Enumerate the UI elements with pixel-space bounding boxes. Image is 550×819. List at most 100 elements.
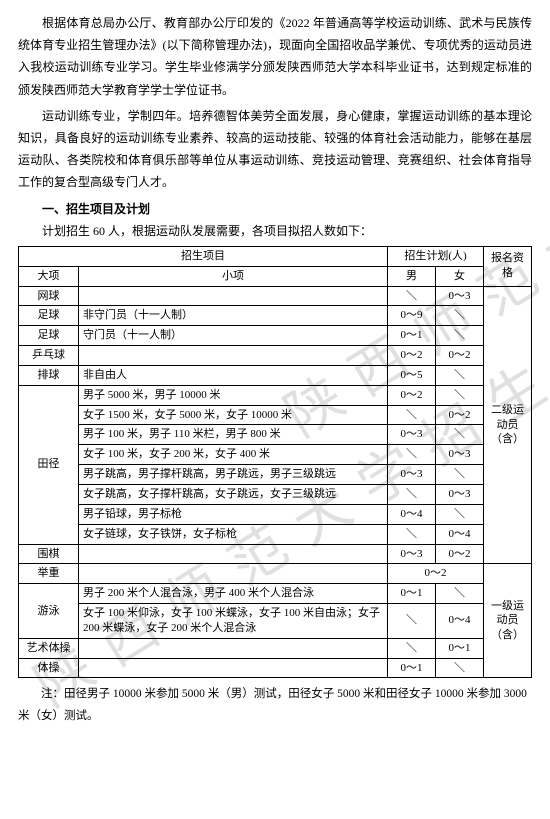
- cell-major: 网球: [19, 286, 79, 306]
- cell-minor: 非自由人: [79, 365, 388, 385]
- table-row: 游泳男子 200 米个人混合泳，男子 400 米个人混合泳0～1＼: [19, 584, 532, 604]
- cell-female: 0～3: [435, 485, 483, 505]
- table-row: 足球非守门员（十一人制）0～9＼: [19, 306, 532, 326]
- cell-male: ＼: [387, 604, 435, 639]
- cell-minor: [79, 658, 388, 678]
- cell-major: 游泳: [19, 584, 79, 639]
- cell-female: 0～4: [435, 604, 483, 639]
- cell-minor: 男子 200 米个人混合泳，男子 400 米个人混合泳: [79, 584, 388, 604]
- cell-female: ＼: [435, 465, 483, 485]
- cell-male: 0～3: [387, 465, 435, 485]
- cell-major: 田径: [19, 385, 79, 544]
- cell-major: 排球: [19, 365, 79, 385]
- cell-minor: 守门员（十一人制）: [79, 326, 388, 346]
- cell-male: 0～3: [387, 544, 435, 564]
- table-row: 女子跳高，女子撑杆跳高，女子跳远，女子三级跳远＼0～3: [19, 485, 532, 505]
- table-row: 男子铅球，男子标枪0～4＼: [19, 504, 532, 524]
- cell-qualification: 一级运动员（含）: [484, 564, 532, 678]
- cell-male: 0～2: [387, 346, 435, 366]
- table-row: 男子跳高，男子撑杆跳高，男子跳远，男子三级跳远0～3＼: [19, 465, 532, 485]
- table-row: 女子 100 米仰泳，女子 100 米蝶泳，女子 100 米自由泳；女子 200…: [19, 604, 532, 639]
- table-row: 女子 100 米，女子 200 米，女子 400 米＼0～3: [19, 445, 532, 465]
- enrollment-plan-table: 招生项目 招生计划(人) 报名资格 大项 小项 男 女 网球＼0～3二级运动员（…: [18, 246, 532, 679]
- table-row: 围棋 0～30～2: [19, 544, 532, 564]
- table-row: 田径男子 5000 米，男子 10000 米0～2＼: [19, 385, 532, 405]
- cell-male: 0～1: [387, 584, 435, 604]
- intro-paragraph-1: 根据体育总局办公厅、教育部办公厅印发的《2022 年普通高等学校运动训练、武术与…: [18, 12, 532, 101]
- cell-minor: 非守门员（十一人制）: [79, 306, 388, 326]
- table-row: 艺术体操 ＼0～1: [19, 638, 532, 658]
- cell-minor: 男子 5000 米，男子 10000 米: [79, 385, 388, 405]
- cell-male: ＼: [387, 485, 435, 505]
- cell-female: 0～4: [435, 524, 483, 544]
- cell-major: 足球: [19, 306, 79, 326]
- cell-minor: 女子 1500 米，女子 5000 米，女子 10000 米: [79, 405, 388, 425]
- intro-paragraph-2: 运动训练专业，学制四年。培养德智体美劳全面发展，身心健康，掌握运动训练的基本理论…: [18, 105, 532, 194]
- plan-intro: 计划招生 60 人，根据运动队发展需要，各项目拟招人数如下：: [18, 220, 532, 242]
- cell-male: 0～5: [387, 365, 435, 385]
- cell-female: ＼: [435, 425, 483, 445]
- cell-major: 艺术体操: [19, 638, 79, 658]
- cell-male: ＼: [387, 445, 435, 465]
- col-plan: 招生计划(人): [387, 246, 483, 266]
- table-header-row-1: 招生项目 招生计划(人) 报名资格: [19, 246, 532, 266]
- table-row: 排球非自由人0～5＼: [19, 365, 532, 385]
- cell-minor: 女子 100 米仰泳，女子 100 米蝶泳，女子 100 米自由泳；女子 200…: [79, 604, 388, 639]
- cell-male: 0～2: [387, 385, 435, 405]
- cell-female: ＼: [435, 504, 483, 524]
- cell-male: 0～4: [387, 504, 435, 524]
- cell-female: ＼: [435, 584, 483, 604]
- cell-male: ＼: [387, 286, 435, 306]
- table-header-row-2: 大项 小项 男 女: [19, 266, 532, 286]
- cell-female: 0～3: [435, 286, 483, 306]
- cell-male: 0～3: [387, 425, 435, 445]
- col-qual: 报名资格: [484, 246, 532, 286]
- table-row: 女子链球，女子铁饼，女子标枪＼0～4: [19, 524, 532, 544]
- cell-count-merged: 0～2: [387, 564, 483, 584]
- cell-minor: 男子 100 米，男子 110 米栏，男子 800 米: [79, 425, 388, 445]
- cell-female: 0～2: [435, 405, 483, 425]
- table-row: 女子 1500 米，女子 5000 米，女子 10000 米＼0～2: [19, 405, 532, 425]
- cell-female: 0～3: [435, 445, 483, 465]
- cell-female: ＼: [435, 365, 483, 385]
- col-minor: 小项: [79, 266, 388, 286]
- cell-major: 举重: [19, 564, 79, 584]
- cell-qualification: 二级运动员（含）: [484, 286, 532, 564]
- cell-minor: [79, 544, 388, 564]
- table-row: 举重0～2一级运动员（含）: [19, 564, 532, 584]
- cell-minor: [79, 346, 388, 366]
- cell-male: ＼: [387, 638, 435, 658]
- cell-female: ＼: [435, 658, 483, 678]
- cell-male: 0～9: [387, 306, 435, 326]
- cell-female: 0～1: [435, 638, 483, 658]
- table-row: 网球＼0～3二级运动员（含）: [19, 286, 532, 306]
- cell-minor: 男子跳高，男子撑杆跳高，男子跳远，男子三级跳远: [79, 465, 388, 485]
- section-title: 一、招生项目及计划: [18, 198, 532, 220]
- col-major: 大项: [19, 266, 79, 286]
- cell-female: ＼: [435, 385, 483, 405]
- table-row: 男子 100 米，男子 110 米栏，男子 800 米0～3＼: [19, 425, 532, 445]
- cell-major: 乒乓球: [19, 346, 79, 366]
- table-row: 乒乓球 0～20～2: [19, 346, 532, 366]
- cell-male: ＼: [387, 405, 435, 425]
- col-project: 招生项目: [19, 246, 388, 266]
- cell-major: 足球: [19, 326, 79, 346]
- cell-minor: [79, 564, 388, 584]
- cell-minor: [79, 638, 388, 658]
- cell-female: ＼: [435, 306, 483, 326]
- col-female: 女: [435, 266, 483, 286]
- table-row: 足球守门员（十一人制）0～1＼: [19, 326, 532, 346]
- col-male: 男: [387, 266, 435, 286]
- table-row: 体操 0～1＼: [19, 658, 532, 678]
- cell-female: ＼: [435, 326, 483, 346]
- cell-minor: 女子跳高，女子撑杆跳高，女子跳远，女子三级跳远: [79, 485, 388, 505]
- cell-major: 体操: [19, 658, 79, 678]
- cell-female: 0～2: [435, 544, 483, 564]
- cell-female: 0～2: [435, 346, 483, 366]
- cell-male: 0～1: [387, 658, 435, 678]
- cell-minor: 女子链球，女子铁饼，女子标枪: [79, 524, 388, 544]
- cell-male: ＼: [387, 524, 435, 544]
- cell-major: 围棋: [19, 544, 79, 564]
- cell-minor: 男子铅球，男子标枪: [79, 504, 388, 524]
- cell-minor: [79, 286, 388, 306]
